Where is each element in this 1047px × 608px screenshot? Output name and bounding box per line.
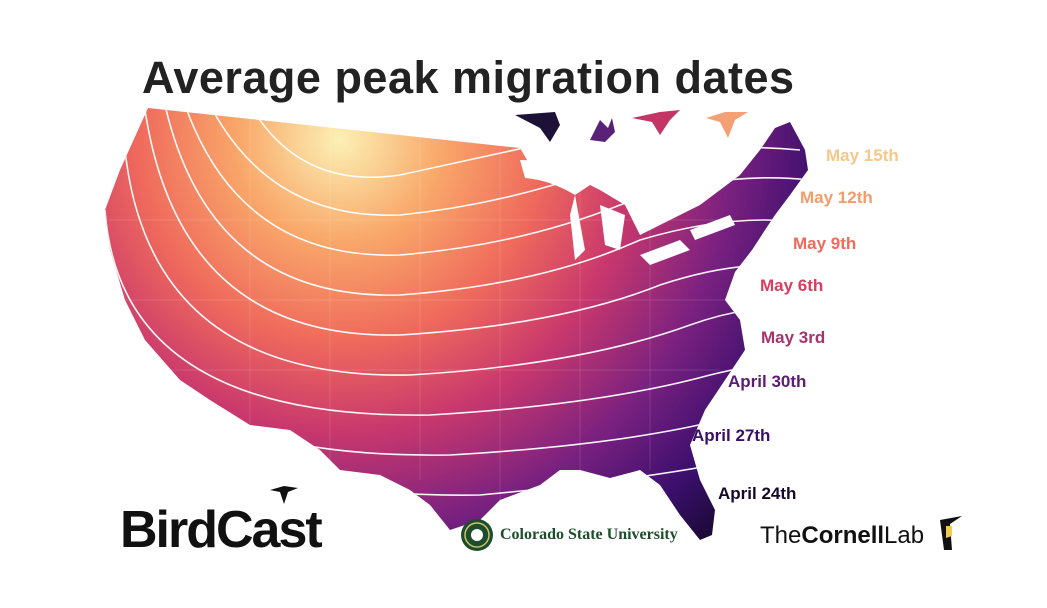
- bird-icon: [270, 486, 298, 504]
- isochrone-label: May 9th: [793, 234, 857, 253]
- csu-logo-text: Colorado State University: [500, 526, 678, 543]
- isochrone-label: May 3rd: [761, 328, 826, 347]
- cornell-lab: Lab: [884, 522, 925, 549]
- bird-icon: [515, 112, 560, 142]
- birdcast-logo: BirdCast: [120, 486, 323, 560]
- isochrone-label: April 27th: [692, 426, 771, 445]
- cornell-lab-logo: TheCornellLab: [760, 516, 962, 550]
- woodpecker-icon: [940, 516, 962, 550]
- page-title: Average peak migration dates: [142, 52, 795, 103]
- ram-seal-icon: [461, 519, 493, 551]
- bird-silhouettes: [515, 110, 748, 142]
- bird-icon: [632, 110, 680, 135]
- bird-icon: [706, 112, 748, 138]
- isochrone-label: April 30th: [728, 372, 807, 391]
- csu-logo: Colorado State University: [460, 518, 678, 552]
- isochrone-label: May 6th: [760, 276, 824, 295]
- isochrone-label: May 12th: [800, 188, 873, 207]
- cornell-the: The: [760, 522, 802, 549]
- isochrone-label: April 24th: [718, 484, 797, 503]
- bird-icon: [590, 118, 615, 142]
- birdcast-logo-text: BirdCast: [120, 501, 323, 559]
- isochrone-label: May 15th: [826, 146, 899, 165]
- cornell-name: Cornell: [801, 522, 885, 549]
